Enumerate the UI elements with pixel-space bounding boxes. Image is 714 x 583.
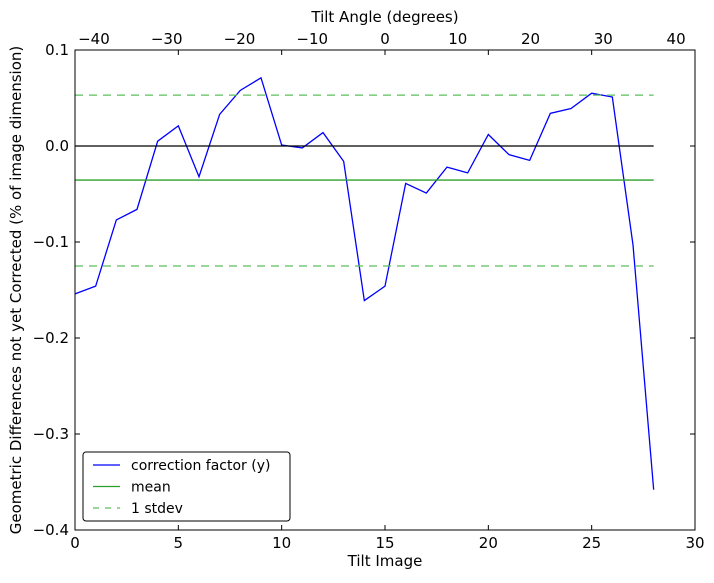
legend-label: 1 stdev [131, 501, 183, 517]
top-x-tick-label: −30 [151, 30, 183, 48]
top-x-tick-label: −40 [78, 30, 110, 48]
x-tick-label: 20 [479, 534, 498, 552]
legend-label: mean [131, 480, 171, 496]
top-x-tick-label: 30 [594, 30, 613, 48]
y-tick-label: −0.2 [33, 329, 69, 347]
x-tick-label: 30 [685, 534, 704, 552]
top-x-axis-label: Tilt Angle (degrees) [310, 8, 458, 26]
x-tick-label: 10 [272, 534, 291, 552]
x-axis-label: Tilt Image [347, 552, 423, 570]
x-tick-label: 25 [582, 534, 601, 552]
x-tick-label: 5 [174, 534, 184, 552]
top-x-tick-label: 40 [667, 30, 686, 48]
top-x-tick-label: 10 [448, 30, 467, 48]
top-x-tick-label: −10 [296, 30, 328, 48]
y-tick-label: 0.1 [45, 41, 69, 59]
x-tick-label: 0 [70, 534, 80, 552]
y-axis-label: Geometric Differences not yet Corrected … [7, 46, 25, 535]
y-tick-label: 0.0 [45, 137, 69, 155]
top-x-tick-label: 0 [380, 30, 390, 48]
series-line-correction-factor-y- [74, 76, 655, 490]
legend-box [82, 451, 291, 522]
y-tick-label: −0.1 [33, 233, 69, 251]
top-x-tick-label: 20 [521, 30, 540, 48]
legend-label: correction factor (y) [131, 458, 270, 474]
x-tick-label: 15 [375, 534, 394, 552]
top-x-tick-label: −20 [224, 30, 256, 48]
y-tick-label: −0.4 [33, 521, 69, 539]
y-tick-label: −0.3 [33, 425, 69, 443]
